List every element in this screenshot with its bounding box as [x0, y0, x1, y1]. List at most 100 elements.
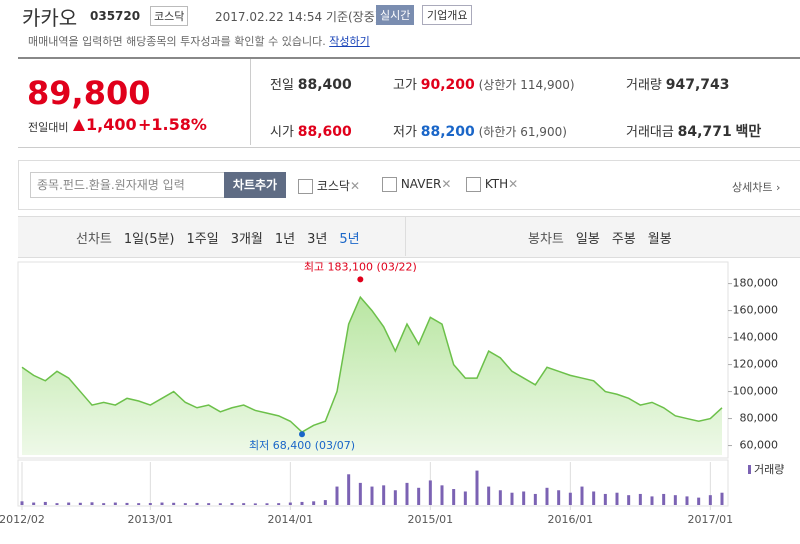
volume-bar — [498, 490, 502, 505]
volume-bar — [452, 489, 456, 505]
tab[interactable]: 3개월 — [230, 232, 263, 247]
stat-volume: 거래량 947,743 — [626, 74, 729, 93]
y-tick-label: 140,000 — [733, 331, 779, 344]
volume-bar — [720, 492, 724, 505]
x-tick-label: 2017/01 — [687, 513, 733, 526]
volume-bar — [253, 503, 257, 505]
tab[interactable]: 일봉 — [575, 232, 600, 247]
volume-bar — [557, 490, 561, 505]
volume-bar — [160, 502, 164, 505]
notice-text: 매매내역을 입력하면 해당종목의 투자성과를 확인할 수 있습니다. — [28, 35, 326, 48]
change-percent: +1.58% — [138, 115, 207, 134]
volume-frame — [17, 459, 729, 507]
tab[interactable]: 1일(5분) — [123, 232, 175, 247]
price-area — [22, 297, 722, 455]
stat-label: 저가 — [393, 125, 417, 140]
compare-item[interactable]: NAVER✕ — [382, 177, 451, 192]
volume-bar — [20, 501, 24, 505]
volume-bar — [148, 503, 152, 505]
volume-bar — [230, 503, 234, 505]
x-tick-label: 2016/01 — [547, 513, 593, 526]
volume-bar — [195, 502, 199, 505]
tab-label: 봉차트 — [528, 232, 564, 247]
compare-item[interactable]: KTH✕ — [466, 177, 518, 192]
x-tick-label: 2014/01 — [267, 513, 313, 526]
volume-bar — [347, 474, 351, 505]
volume-bar — [358, 482, 362, 505]
volume-bar — [78, 502, 82, 505]
volume-bar — [55, 503, 59, 505]
volume-bar — [487, 486, 491, 505]
volume-bar — [323, 500, 327, 505]
volume-bar — [382, 485, 386, 505]
tab-active[interactable]: 5년 — [339, 232, 360, 247]
legend-label: 거래량 — [754, 463, 784, 476]
volume-bar — [592, 491, 596, 505]
volume-bar — [102, 503, 106, 505]
compare-label: KTH — [484, 177, 509, 191]
company-button[interactable]: 기업개요 — [422, 5, 473, 25]
volume-bar — [650, 496, 654, 505]
stat-low: 저가 88,200 (하한가 61,900) — [393, 121, 567, 140]
plot-frame — [17, 261, 729, 459]
stat-open: 시가 88,600 — [270, 121, 352, 140]
add-chart-button[interactable]: 차트추가 — [224, 172, 286, 198]
volume-bar — [32, 502, 36, 505]
tab[interactable]: 3년 — [307, 232, 328, 247]
stat-value: 88,200 — [420, 124, 475, 140]
annotation: 최저 68,400 (03/07) — [249, 439, 355, 452]
annotation-dot — [299, 431, 305, 438]
stat-value: 88,400 — [297, 77, 352, 93]
volume-bar — [568, 492, 572, 505]
notice-link[interactable]: 작성하기 — [329, 35, 370, 48]
volume-bar — [510, 492, 514, 505]
stat-high: 고가 90,200 (상한가 114,900) — [393, 74, 575, 93]
tab[interactable]: 1주일 — [186, 232, 219, 247]
volume-bar — [627, 495, 631, 505]
stat-unit: 백만 — [735, 124, 762, 140]
volume-bar — [242, 503, 246, 505]
y-tick-label: 80,000 — [740, 412, 779, 425]
volume-bar — [405, 482, 409, 505]
line-tabs: 선차트 1일(5분) 1주일 3개월 1년 3년 5년 — [70, 228, 366, 247]
tab-label: 선차트 — [76, 232, 112, 247]
volume-bar — [393, 490, 397, 505]
volume-bar — [697, 497, 701, 505]
stat-value: 947,743 — [665, 77, 730, 93]
annotation-dot — [357, 276, 364, 283]
volume-bar — [533, 493, 537, 505]
volume-bar — [662, 493, 666, 505]
stock-code: 035720 — [90, 9, 141, 23]
volume-bar — [300, 501, 304, 505]
stat-label: 거래대금 — [626, 125, 674, 140]
stat-sub: (상한가 114,900) — [478, 78, 575, 92]
tab[interactable]: 1년 — [274, 232, 296, 247]
divider — [250, 59, 251, 145]
volume-bar — [440, 485, 444, 505]
tab-bar — [18, 216, 800, 258]
tab[interactable]: 월봉 — [647, 232, 672, 247]
price-box — [18, 57, 800, 148]
volume-bar — [685, 496, 689, 505]
toolbar — [18, 160, 800, 210]
stat-label: 거래량 — [626, 78, 662, 93]
stat-label: 전일 — [270, 78, 294, 93]
volume-bar — [207, 503, 211, 505]
compare-label: 코스닥 — [316, 179, 350, 193]
volume-bar — [172, 502, 176, 505]
volume-bar — [580, 486, 584, 505]
volume-bar — [417, 487, 421, 505]
x-tick-label: 2012/02 — [0, 513, 45, 526]
volume-bar — [137, 503, 141, 505]
compare-item[interactable]: 코스닥✕ — [298, 177, 360, 194]
volume-bar — [428, 480, 432, 505]
detail-link[interactable]: 상세차트 › — [732, 181, 781, 194]
stat-label: 시가 — [270, 125, 294, 140]
realtime-button[interactable]: 실시간 — [376, 5, 415, 25]
tab[interactable]: 주봉 — [611, 232, 636, 247]
volume-bar — [90, 502, 94, 505]
y-tick-label: 180,000 — [733, 277, 779, 290]
x-tick-label: 2013/01 — [127, 513, 173, 526]
